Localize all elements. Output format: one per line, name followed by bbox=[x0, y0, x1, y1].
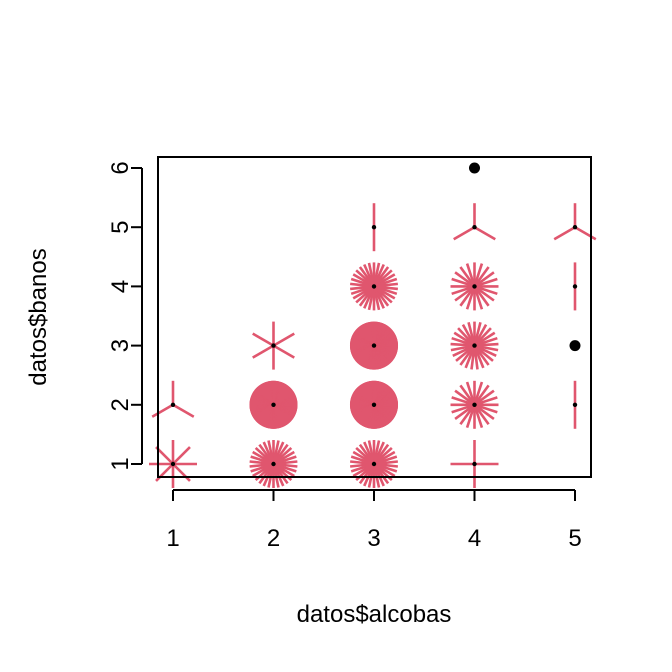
sunflower-petal bbox=[172, 403, 195, 418]
sunflower-point bbox=[469, 162, 480, 174]
sunflower-center bbox=[170, 461, 176, 467]
x-tick-label: 4 bbox=[468, 525, 481, 552]
sunflower-center bbox=[271, 343, 276, 348]
sunflower-point bbox=[572, 262, 578, 311]
sunflower-point bbox=[450, 262, 499, 311]
sunflower-center bbox=[371, 343, 377, 348]
sunflower-petal bbox=[252, 344, 275, 359]
sunflower-point bbox=[450, 440, 499, 488]
sunflower-petal bbox=[252, 332, 275, 347]
sunflower-petal bbox=[372, 262, 381, 287]
sunflower-center bbox=[472, 225, 477, 230]
sunflower-point bbox=[151, 380, 195, 418]
sunflower-point bbox=[349, 380, 399, 429]
sunflower-center bbox=[371, 284, 377, 289]
y-tick-label: 5 bbox=[107, 221, 134, 234]
sunflower-center bbox=[572, 402, 578, 407]
sunflower-center bbox=[572, 225, 578, 230]
sunflower-point bbox=[252, 321, 295, 370]
sunflower-petal bbox=[172, 446, 191, 465]
sunflower-point bbox=[349, 262, 399, 311]
sunflower-point bbox=[569, 340, 581, 352]
sunflower-petal bbox=[453, 226, 476, 241]
x-tick-label: 1 bbox=[166, 525, 179, 552]
sunflower-petal bbox=[473, 263, 484, 287]
sunflower-center bbox=[271, 402, 276, 407]
plot-frame bbox=[157, 156, 592, 478]
sunflower-center bbox=[472, 284, 477, 289]
sunflower-center bbox=[371, 402, 377, 407]
y-tick-label: 4 bbox=[107, 280, 134, 293]
sunflower-point bbox=[349, 440, 399, 488]
sunflower-petal bbox=[473, 381, 484, 406]
sunflower-point bbox=[249, 440, 298, 488]
y-tick-label: 6 bbox=[107, 161, 134, 174]
sunflower-petal bbox=[473, 226, 496, 241]
sunflower-petal bbox=[372, 440, 381, 465]
sunflower-point bbox=[453, 203, 496, 241]
sunflower-center bbox=[170, 402, 176, 407]
sunflower-point bbox=[450, 321, 499, 370]
sunflower-center bbox=[371, 225, 377, 230]
sunflower-point bbox=[371, 203, 377, 252]
y-tick-label: 3 bbox=[107, 339, 134, 352]
x-axis-label: datos$alcobas bbox=[297, 601, 452, 628]
sunflower-petal bbox=[272, 344, 295, 359]
sunflower-point bbox=[249, 380, 298, 429]
sunflower-point bbox=[553, 203, 597, 241]
axes: 1 2 3 4 5 1 2 3 4 5 6 bbox=[107, 161, 582, 552]
sunflower-point bbox=[572, 380, 578, 429]
y-axis-label: datos$banos bbox=[25, 248, 52, 385]
sunflower-petal bbox=[553, 226, 576, 241]
single-point-dot bbox=[569, 340, 581, 352]
sunflower-petal bbox=[272, 332, 295, 347]
x-tick-label: 5 bbox=[568, 525, 581, 552]
sunflower-center bbox=[572, 284, 578, 289]
x-tick-label: 3 bbox=[367, 525, 380, 552]
plot-points bbox=[149, 162, 597, 488]
sunflower-petal bbox=[574, 226, 597, 241]
sunflower-center bbox=[472, 461, 477, 467]
sunflower-petal bbox=[155, 463, 174, 482]
sunflower-point bbox=[450, 380, 499, 429]
sunflower-center bbox=[472, 343, 477, 348]
sunflower-point bbox=[149, 440, 197, 488]
y-tick-label: 2 bbox=[107, 398, 134, 411]
sunflower-petal bbox=[473, 322, 482, 346]
single-point-dot bbox=[469, 162, 480, 174]
sunflower-center bbox=[472, 402, 477, 407]
sunflower-center bbox=[271, 461, 276, 467]
sunflower-center bbox=[371, 461, 377, 467]
y-tick-label: 1 bbox=[107, 457, 134, 470]
sunflower-petal bbox=[151, 403, 174, 418]
sunflower-petal bbox=[272, 380, 277, 405]
sunflower-petal bbox=[372, 380, 377, 405]
sunflower-petal bbox=[172, 463, 191, 482]
sunflower-petal bbox=[372, 321, 377, 346]
x-tick-label: 2 bbox=[267, 525, 280, 552]
sunflower-point bbox=[349, 321, 399, 370]
sunflower-petal bbox=[272, 440, 280, 465]
